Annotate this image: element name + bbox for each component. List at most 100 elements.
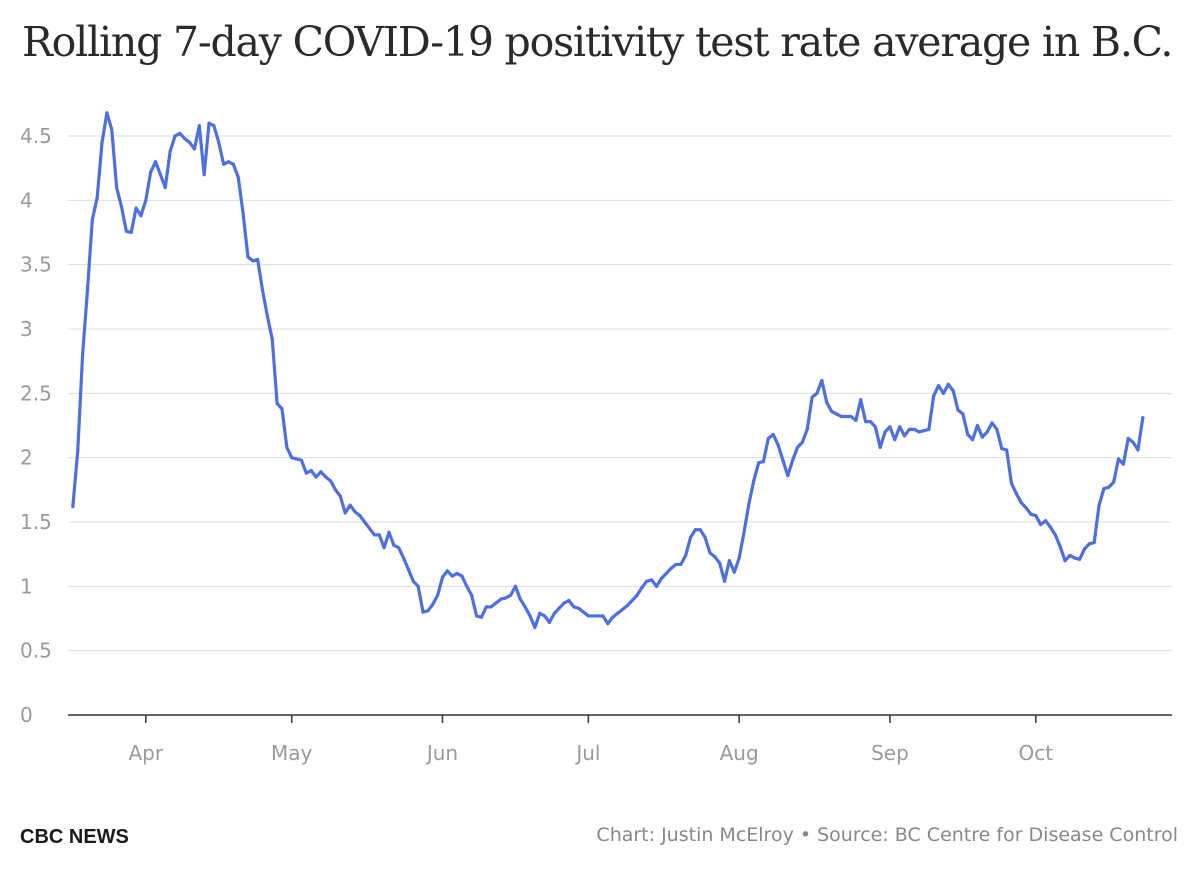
data-point (95, 196, 99, 200)
data-point (732, 570, 736, 574)
data-point (1073, 556, 1077, 560)
data-point (372, 533, 376, 537)
chart-credit: Chart: Justin McElroy • Source: BC Centr… (596, 824, 1178, 846)
data-point (907, 427, 911, 431)
data-point (367, 526, 372, 531)
data-point (202, 173, 206, 177)
data-point (727, 559, 732, 563)
data-point (523, 605, 527, 609)
data-point (601, 614, 605, 618)
data-point (168, 149, 172, 154)
data-point (620, 607, 625, 612)
data-point (484, 605, 488, 609)
x-tick-label: Apr (129, 741, 164, 765)
data-point (1034, 513, 1038, 518)
data-point (572, 605, 576, 609)
data-point (737, 556, 741, 560)
data-point (708, 551, 712, 555)
data-point (299, 458, 304, 462)
y-tick-label: 0.5 (20, 639, 52, 663)
data-point (640, 586, 644, 590)
data-point (893, 438, 897, 442)
data-point (805, 427, 809, 431)
data-point (625, 604, 629, 608)
data-point (144, 198, 148, 202)
data-point (406, 568, 411, 572)
data-point (781, 458, 785, 462)
data-point (839, 414, 843, 419)
data-point (290, 456, 294, 460)
y-tick-label: 0 (20, 703, 33, 727)
data-point (173, 134, 177, 138)
data-point (494, 601, 498, 605)
data-point (460, 574, 464, 578)
data-point (854, 418, 858, 422)
data-point (635, 593, 639, 597)
data-point (985, 430, 989, 434)
data-point (421, 610, 425, 614)
data-point (562, 601, 566, 605)
data-point (158, 173, 163, 177)
data-point (85, 288, 90, 292)
data-point (596, 614, 600, 618)
data-point (674, 562, 678, 567)
data-point (995, 427, 999, 431)
data-point (508, 593, 513, 597)
data-point (577, 606, 581, 610)
data-point (314, 475, 318, 479)
data-point (129, 230, 133, 235)
data-point (71, 504, 75, 509)
data-point (411, 579, 415, 583)
data-point (192, 147, 197, 151)
data-point (586, 614, 590, 618)
data-point (543, 614, 547, 618)
data-point (786, 474, 790, 478)
data-point (820, 378, 824, 383)
data-point (455, 571, 459, 576)
data-point (932, 394, 936, 398)
data-point (163, 185, 167, 190)
data-point (115, 185, 119, 190)
data-point (971, 438, 975, 442)
data-point (207, 121, 211, 125)
data-point (285, 445, 289, 449)
chart-title: Rolling 7-day COVID-19 positivity test r… (22, 18, 1173, 66)
data-point (436, 593, 440, 597)
series-points (71, 111, 1145, 630)
cbc-news-logo: CBC NEWS (20, 826, 129, 848)
data-point (1009, 481, 1014, 485)
data-point (353, 510, 357, 514)
data-point (961, 412, 965, 416)
data-point (718, 561, 722, 565)
data-point (324, 475, 328, 479)
data-point (319, 470, 323, 474)
data-point (757, 461, 761, 465)
x-tick-label: Jul (574, 741, 600, 765)
y-axis-ticks: 0 0.5 1 1.5 2 2.5 3 3.5 4 4.5 (20, 124, 52, 727)
data-point (212, 124, 216, 128)
y-tick-label: 3 (20, 317, 33, 341)
data-point (912, 427, 916, 431)
x-tick-label: Jun (425, 741, 458, 765)
data-point (922, 429, 926, 433)
data-point (776, 443, 780, 447)
data-point (747, 502, 751, 506)
data-point (474, 614, 479, 618)
data-point (815, 391, 819, 395)
data-point (664, 571, 668, 576)
data-point (1077, 557, 1082, 561)
data-point (611, 615, 615, 619)
data-point (265, 314, 269, 318)
y-tick-label: 4 (20, 188, 33, 212)
data-point (1063, 559, 1067, 563)
data-point (363, 520, 367, 524)
data-point (684, 553, 688, 558)
data-point (329, 479, 333, 483)
data-point (956, 408, 960, 412)
data-point (898, 425, 902, 429)
y-tick-label: 1 (20, 574, 33, 598)
data-point (110, 127, 114, 132)
data-point (153, 160, 158, 164)
data-point (679, 562, 683, 567)
data-point (975, 423, 980, 428)
